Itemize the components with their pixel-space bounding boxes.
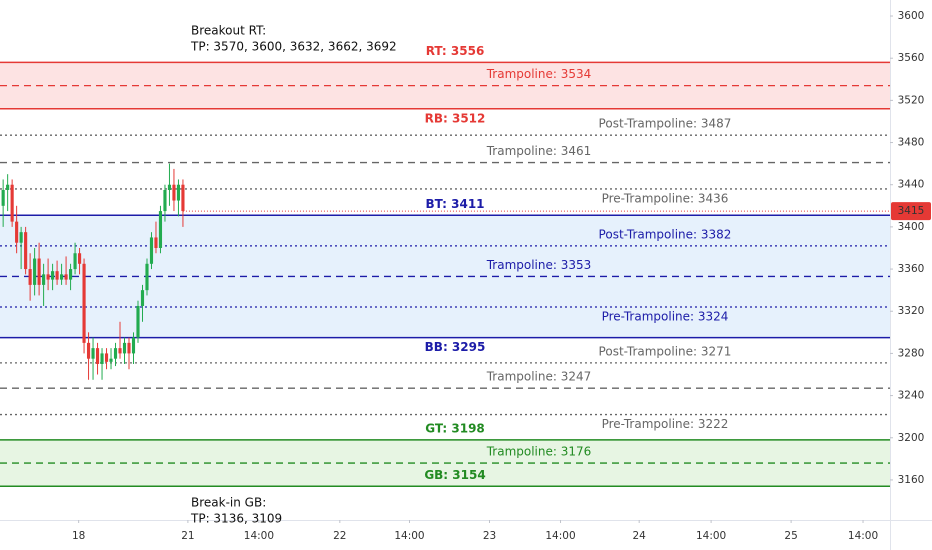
candle-body [6,184,10,190]
level-label: Trampoline: 3461 [486,144,592,158]
x-tick-label: 21 [181,530,194,542]
last-price-tag [891,202,931,221]
candle-body [176,184,181,201]
candle-body [158,211,163,248]
level-label: Pre-Trampoline: 3436 [602,191,729,205]
candle-body [181,184,185,212]
candle-body [172,184,176,201]
x-tick-label: 18 [72,530,85,542]
candle-body [82,263,86,343]
x-tick-label: 25 [784,530,797,542]
annotation-text: Break-in GB: [191,496,266,510]
level-label: RB: 3512 [425,111,486,125]
x-tick-label: 14:00 [394,530,424,542]
candle-body [46,274,50,280]
y-tick-label: 3440 [898,179,925,191]
level-label: GT: 3198 [425,421,485,435]
annotation-text: Breakout RT: [191,23,266,37]
candle-body [163,189,167,212]
level-label: RT: 3556 [426,44,485,58]
candle-body [33,258,37,285]
level-label: BB: 3295 [425,340,486,354]
candle-body [86,342,91,359]
candle-body [37,258,41,285]
y-tick-label: 3160 [898,474,925,486]
candle-body [24,232,28,270]
level-label: Post-Trampoline: 3382 [599,227,732,241]
candle-body [113,348,118,359]
y-tick-label: 3360 [898,263,925,275]
candle-body [68,269,73,280]
candle-body [145,263,149,291]
candle-body [64,274,68,280]
candle-body [136,305,140,338]
candle-body [109,358,113,362]
y-tick-label: 3600 [898,10,925,22]
candle-body [28,269,32,285]
candle-body [154,237,158,248]
candle-body [91,348,95,359]
candle-body [100,353,104,364]
x-tick-label: 23 [483,530,496,542]
candle-body [60,274,64,280]
candle-body [55,271,59,280]
level-label: Trampoline: 3353 [486,258,592,272]
candle-body [95,348,100,364]
y-tick-label: 3480 [898,137,925,149]
candle-body [122,342,127,354]
candle-body [1,189,5,206]
candle-body [73,253,77,270]
level-label: Pre-Trampoline: 3324 [602,310,729,324]
y-tick-label: 3320 [898,305,925,317]
candle-body [131,337,136,354]
y-tick-label: 3520 [898,94,925,106]
x-tick-label: 22 [333,530,346,542]
level-label: Pre-Trampoline: 3222 [602,417,729,431]
level-label: Trampoline: 3247 [486,370,592,384]
level-label: GB: 3154 [424,468,485,482]
level-label: Post-Trampoline: 3487 [599,117,732,131]
x-tick-label: 24 [632,530,646,542]
annotation-text: TP: 3570, 3600, 3632, 3662, 3692 [190,39,397,53]
y-tick-label: 3240 [898,390,925,402]
candle-body [104,353,109,362]
candle-body [19,232,23,243]
candle-body [149,237,154,264]
y-tick-label: 3400 [898,221,925,233]
level-label: Trampoline: 3534 [486,67,592,81]
candle-body [140,290,145,306]
x-tick-label: 14:00 [545,530,575,542]
candle-body [167,184,172,190]
level-label: Trampoline: 3176 [486,445,592,459]
x-tick-label: 14:00 [848,530,878,542]
y-tick-label: 3280 [898,347,925,359]
candle-body [42,274,46,285]
candle-body [51,271,55,280]
x-tick-label: 14:00 [696,530,726,542]
level-label: Post-Trampoline: 3271 [599,344,732,358]
candle-body [77,253,82,264]
annotation-text: TP: 3136, 3109 [190,512,282,526]
level-label: BT: 3411 [425,197,484,211]
candle-body [118,348,122,354]
candle-body [127,342,131,354]
candle-body [15,221,19,243]
candle-body [10,184,14,222]
x-tick-label: 14:00 [244,530,274,542]
y-tick-label: 3200 [898,432,925,444]
y-tick-label: 3560 [898,52,925,64]
last-price-label: 3415 [898,205,925,217]
